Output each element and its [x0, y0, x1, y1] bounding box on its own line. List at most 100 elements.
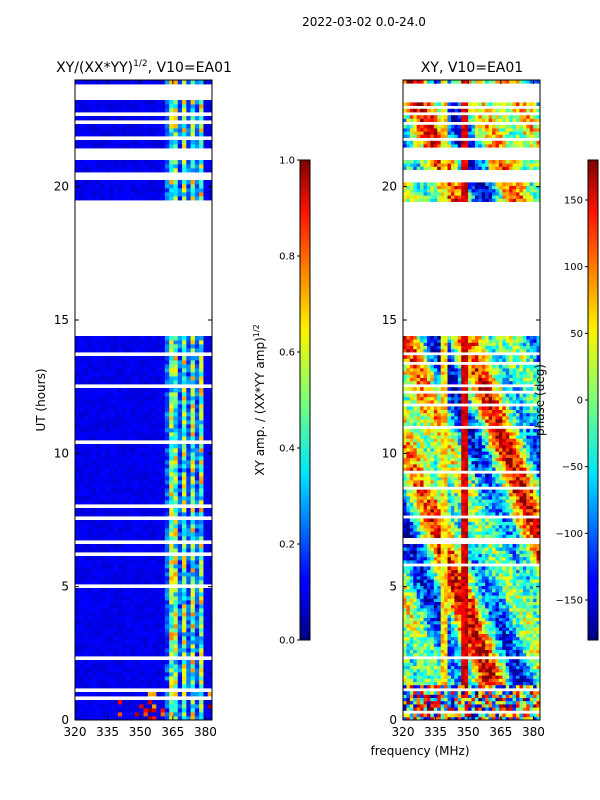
heatmap-cell [186, 140, 191, 145]
heatmap-cell [87, 676, 93, 681]
heatmap-cell [488, 604, 493, 609]
heatmap-cell [164, 604, 170, 609]
heatmap-cell [182, 612, 187, 617]
heatmap-cell [457, 630, 462, 634]
heatmap-cell [147, 196, 153, 201]
heatmap-cell [104, 704, 110, 709]
heatmap-cell [457, 662, 462, 666]
heatmap-cell [79, 664, 84, 669]
heatmap-cell [437, 681, 442, 686]
heatmap-cell [87, 632, 93, 637]
heatmap-cell [113, 356, 119, 361]
heatmap-cell [186, 336, 191, 341]
heatmap-cell [134, 560, 140, 565]
heatmap-cell [207, 196, 213, 201]
heatmap-cell [92, 704, 97, 709]
heatmap-cell [447, 662, 452, 666]
heatmap-cell [194, 544, 200, 549]
heatmap-cell [194, 496, 200, 501]
heatmap-cell [199, 444, 204, 449]
heatmap-cell [79, 520, 84, 525]
heatmap-cell [100, 144, 106, 149]
heatmap-cell [177, 684, 183, 689]
heatmap-cell [533, 707, 537, 711]
heatmap-cell [156, 704, 162, 709]
heatmap-cell [173, 680, 179, 685]
heatmap-cell [413, 691, 418, 695]
heatmap-cell [454, 678, 459, 682]
heatmap-cell [122, 360, 127, 365]
heatmap-cell [536, 716, 541, 721]
heatmap-cell [79, 424, 84, 429]
heatmap-cell [173, 596, 179, 601]
heatmap-cell [92, 412, 97, 417]
heatmap-cell [134, 680, 140, 685]
heatmap-cell [194, 692, 200, 697]
heatmap-cell [100, 472, 106, 477]
heatmap-cell [109, 196, 114, 201]
heatmap-cell [156, 392, 162, 397]
heatmap-cell [186, 692, 191, 697]
heatmap-cell [126, 184, 132, 189]
heatmap-cell [109, 668, 114, 673]
heatmap-cell [75, 680, 80, 685]
heatmap-cell [409, 665, 414, 670]
heatmap-cell [83, 184, 89, 189]
heatmap-cell [526, 668, 531, 673]
heatmap-cell [474, 633, 479, 638]
heatmap-cell [468, 608, 472, 612]
heatmap-cell [461, 601, 466, 606]
heatmap-cell [529, 672, 534, 676]
heatmap-cell [173, 100, 179, 105]
heatmap-cell [457, 627, 462, 631]
heatmap-cell [423, 684, 428, 689]
heatmap-cell [464, 678, 469, 682]
heatmap-cell [492, 707, 496, 711]
heatmap-cell [169, 604, 174, 609]
heatmap-cell [147, 192, 153, 197]
heatmap-cell [471, 697, 476, 702]
heatmap-cell [139, 472, 144, 477]
heatmap-cell [75, 508, 80, 513]
heatmap-cell [122, 716, 127, 721]
heatmap-cell [492, 608, 496, 612]
heatmap-cell [152, 520, 157, 525]
heatmap-cell [139, 560, 144, 565]
heatmap-cell [117, 400, 123, 405]
heatmap-cell [83, 560, 89, 565]
heatmap-cell [109, 436, 114, 441]
heatmap-cell [406, 665, 411, 670]
heatmap-cell [96, 344, 102, 349]
heatmap-cell [182, 524, 187, 529]
heatmap-cell [194, 632, 200, 637]
heatmap-cell [134, 144, 140, 149]
heatmap-cell [505, 694, 510, 698]
heatmap-cell [75, 548, 80, 553]
heatmap-cell [143, 624, 149, 629]
heatmap-cell [207, 116, 213, 121]
heatmap-cell [177, 188, 183, 193]
heatmap-cell [143, 124, 149, 129]
heatmap-cell [450, 643, 455, 647]
heatmap-cell [194, 572, 200, 577]
heatmap-cell [104, 616, 110, 621]
heatmap-cell [423, 668, 428, 673]
heatmap-cell [182, 336, 187, 341]
heatmap-cell [177, 648, 183, 653]
heatmap-cell [190, 164, 196, 169]
heatmap-cell [516, 643, 520, 647]
heatmap-cell [502, 624, 507, 628]
heatmap-cell [169, 356, 174, 361]
heatmap-cell [96, 544, 102, 549]
heatmap-cell [505, 713, 510, 718]
heatmap-cell [156, 508, 162, 513]
heatmap-cell [100, 640, 106, 645]
heatmap-cell [160, 116, 166, 121]
heatmap-cell [495, 585, 500, 590]
heatmap-cell [203, 632, 209, 637]
heatmap-cell [75, 180, 80, 185]
heatmap-cell [134, 484, 140, 489]
heatmap-cell [450, 585, 455, 590]
heatmap-cell [207, 388, 213, 393]
heatmap-cell [160, 692, 166, 697]
